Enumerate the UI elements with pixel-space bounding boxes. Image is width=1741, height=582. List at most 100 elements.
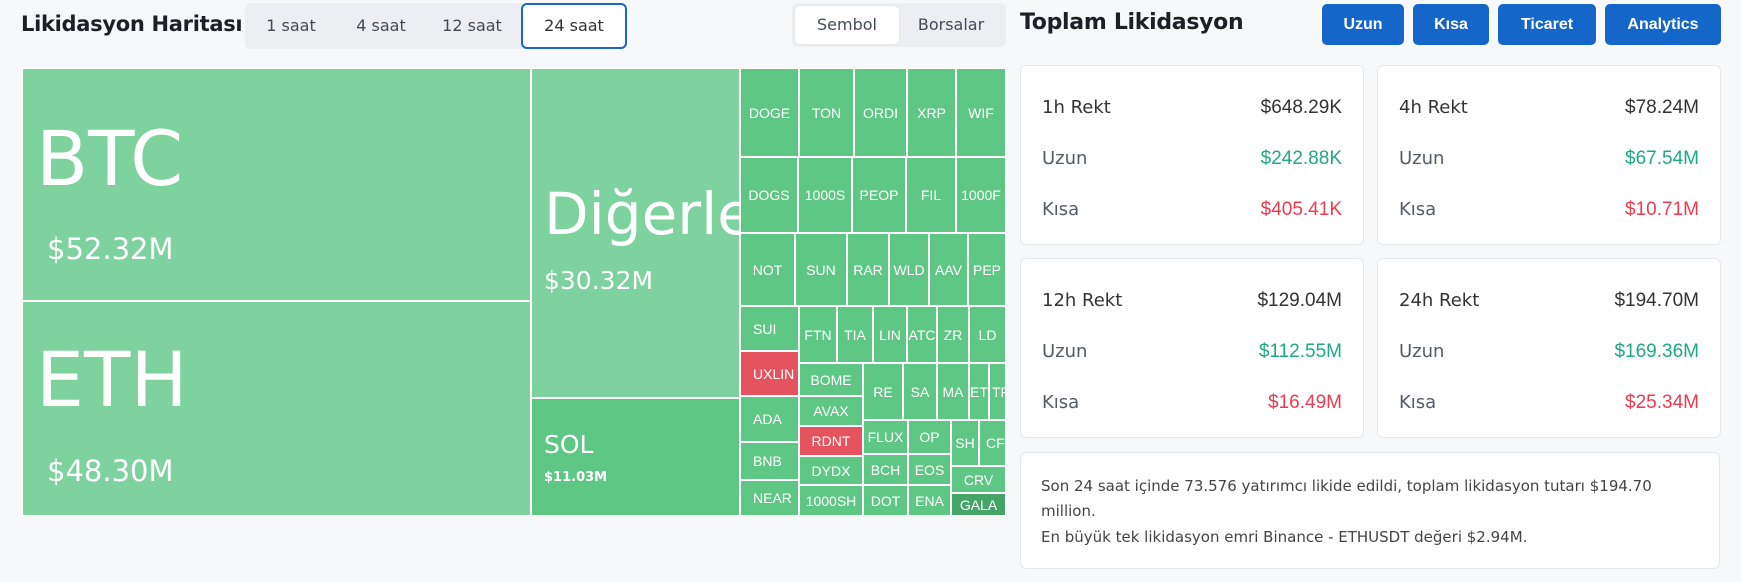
rekt-card-12h: 12h Rekt $129.04M Uzun $112.55M Kısa $16.49…: [1020, 258, 1364, 438]
timeframe-24h-button[interactable]: 24 saat: [521, 3, 627, 49]
treemap-tile[interactable]: DOGE: [740, 68, 799, 157]
treemap-tile[interactable]: LD: [969, 306, 1006, 363]
treemap-tile[interactable]: 1000F: [956, 157, 1006, 233]
liquidation-summary: Son 24 saat içinde 73.576 yatırımcı liki…: [1020, 452, 1720, 569]
treemap-tile[interactable]: ADA: [740, 396, 799, 442]
treemap-tile[interactable]: OP: [908, 420, 951, 454]
treemap-tile[interactable]: ZR: [937, 306, 969, 363]
treemap-tile[interactable]: CF: [979, 420, 1006, 466]
treemap-tile[interactable]: ENA: [908, 485, 951, 516]
tile-symbol: DOGS: [748, 187, 790, 203]
treemap-tile[interactable]: PEP: [968, 233, 1006, 306]
treemap-tile-eth[interactable]: ETH $48.30M: [22, 301, 531, 516]
long-value: $242.88K: [1260, 148, 1342, 169]
long-value: $169.36M: [1614, 341, 1699, 362]
treemap-tile[interactable]: GALA: [951, 493, 1006, 516]
timeframe-selector: 1 saat 4 saat 12 saat 24 saat: [245, 3, 627, 49]
treemap-tile[interactable]: FIL: [906, 157, 956, 233]
short-value: $16.49M: [1268, 392, 1342, 413]
treemap-tile[interactable]: XRP: [907, 68, 956, 157]
tile-symbol: AAV: [935, 261, 962, 278]
liquidation-treemap: BTC $52.32M ETH $48.30M Diğerle $30.32M …: [22, 68, 1006, 516]
treemap-tile[interactable]: DOGS: [740, 157, 798, 233]
heatmap-title: Likidasyon Haritası: [21, 12, 243, 36]
treemap-tile[interactable]: DOT: [863, 485, 908, 516]
treemap-tile[interactable]: PEOP: [852, 157, 906, 233]
treemap-tile[interactable]: WIF: [956, 68, 1006, 157]
treemap-tile[interactable]: BCH: [863, 454, 908, 485]
treemap-tile[interactable]: AAV: [929, 233, 968, 306]
treemap-tile[interactable]: ATC: [907, 306, 937, 363]
view-symbol-button[interactable]: Sembol: [795, 6, 899, 44]
treemap-tile[interactable]: MA: [937, 363, 969, 420]
total-liquidation-title: Toplam Likidasyon: [1020, 10, 1244, 35]
rekt-card-1h: 1h Rekt $648.29K Uzun $242.88K Kısa $405.41…: [1020, 65, 1364, 245]
treemap-tile[interactable]: ET: [969, 363, 989, 420]
tile-symbol: SA: [910, 383, 930, 400]
treemap-tile-sol[interactable]: SOL $11.03M: [531, 398, 740, 516]
short-label: Kısa: [1399, 199, 1437, 220]
treemap-tile[interactable]: DYDX: [799, 456, 863, 485]
treemap-tile[interactable]: TR: [989, 363, 1006, 420]
timeframe-1h-button[interactable]: 1 saat: [266, 16, 316, 35]
card-value: $129.04M: [1257, 290, 1342, 311]
tile-symbol: CRV: [963, 471, 994, 488]
treemap-tile[interactable]: SH: [951, 420, 979, 466]
tile-symbol: TIA: [844, 326, 866, 343]
tile-symbol: RE: [873, 383, 893, 400]
view-exchanges-button[interactable]: Borsalar: [917, 15, 985, 34]
treemap-tile[interactable]: AVAX: [799, 396, 863, 426]
timeframe-4h-button[interactable]: 4 saat: [356, 16, 406, 35]
treemap-tile[interactable]: SA: [903, 363, 937, 420]
tile-symbol: Diğerle: [544, 180, 740, 248]
treemap-tile-btc[interactable]: BTC $52.32M: [22, 68, 531, 301]
treemap-tile[interactable]: WLD: [889, 233, 929, 306]
tile-symbol: 1000F: [961, 187, 1001, 203]
treemap-tile[interactable]: LIN: [873, 306, 907, 363]
treemap-tile[interactable]: BNB: [740, 442, 799, 480]
treemap-tile[interactable]: BOME: [799, 363, 863, 396]
short-value: $10.71M: [1625, 199, 1699, 220]
treemap-tile[interactable]: SUN: [795, 233, 847, 306]
treemap-tile[interactable]: SUI: [740, 306, 799, 351]
tile-value: $30.32M: [544, 266, 654, 295]
treemap-tile[interactable]: TON: [799, 68, 854, 157]
long-button[interactable]: Uzun: [1322, 4, 1404, 45]
treemap-tile[interactable]: UXLIN: [740, 351, 799, 396]
treemap-tile[interactable]: NEAR: [740, 480, 799, 516]
timeframe-12h-button[interactable]: 12 saat: [442, 16, 502, 35]
summary-line: Son 24 saat içinde 73.576 yatırımcı liki…: [1041, 477, 1652, 495]
tile-symbol: PEOP: [859, 187, 899, 203]
treemap-tile-others[interactable]: Diğerle $30.32M: [531, 68, 740, 398]
short-button[interactable]: Kısa: [1413, 4, 1489, 45]
treemap-tile[interactable]: RE: [863, 363, 903, 420]
long-label: Uzun: [1042, 148, 1088, 169]
tile-symbol: ZR: [943, 326, 963, 343]
treemap-tile[interactable]: TIA: [837, 306, 873, 363]
treemap-tile[interactable]: EOS: [908, 454, 951, 485]
card-value: $648.29K: [1260, 97, 1342, 118]
treemap-tile[interactable]: RDNT: [799, 426, 863, 456]
tile-symbol: WIF: [968, 104, 994, 121]
tile-symbol: BTC: [36, 114, 184, 203]
tile-symbol: BOME: [810, 371, 852, 388]
treemap-tile[interactable]: 1000S: [798, 157, 852, 233]
tile-symbol: LD: [978, 326, 997, 343]
tile-value: $52.32M: [47, 232, 174, 266]
treemap-tile[interactable]: 1000SH: [799, 485, 863, 516]
tile-symbol: NOT: [752, 261, 783, 278]
analytics-button[interactable]: Analytics: [1605, 4, 1721, 45]
tile-symbol: 1000SH: [805, 492, 857, 509]
treemap-tile[interactable]: RAR: [847, 233, 889, 306]
tile-symbol: XRP: [917, 104, 946, 121]
treemap-tile[interactable]: FLUX: [863, 420, 908, 454]
card-label: 24h Rekt: [1399, 290, 1480, 311]
treemap-tile[interactable]: CRV: [951, 466, 1006, 493]
treemap-tile[interactable]: NOT: [740, 233, 795, 306]
summary-line: million.: [1041, 502, 1096, 520]
tile-symbol: TON: [811, 104, 842, 121]
treemap-tile[interactable]: FTN: [799, 306, 837, 363]
card-label: 1h Rekt: [1042, 97, 1111, 118]
treemap-tile[interactable]: ORDI: [854, 68, 907, 157]
trade-button[interactable]: Ticaret: [1498, 4, 1596, 45]
